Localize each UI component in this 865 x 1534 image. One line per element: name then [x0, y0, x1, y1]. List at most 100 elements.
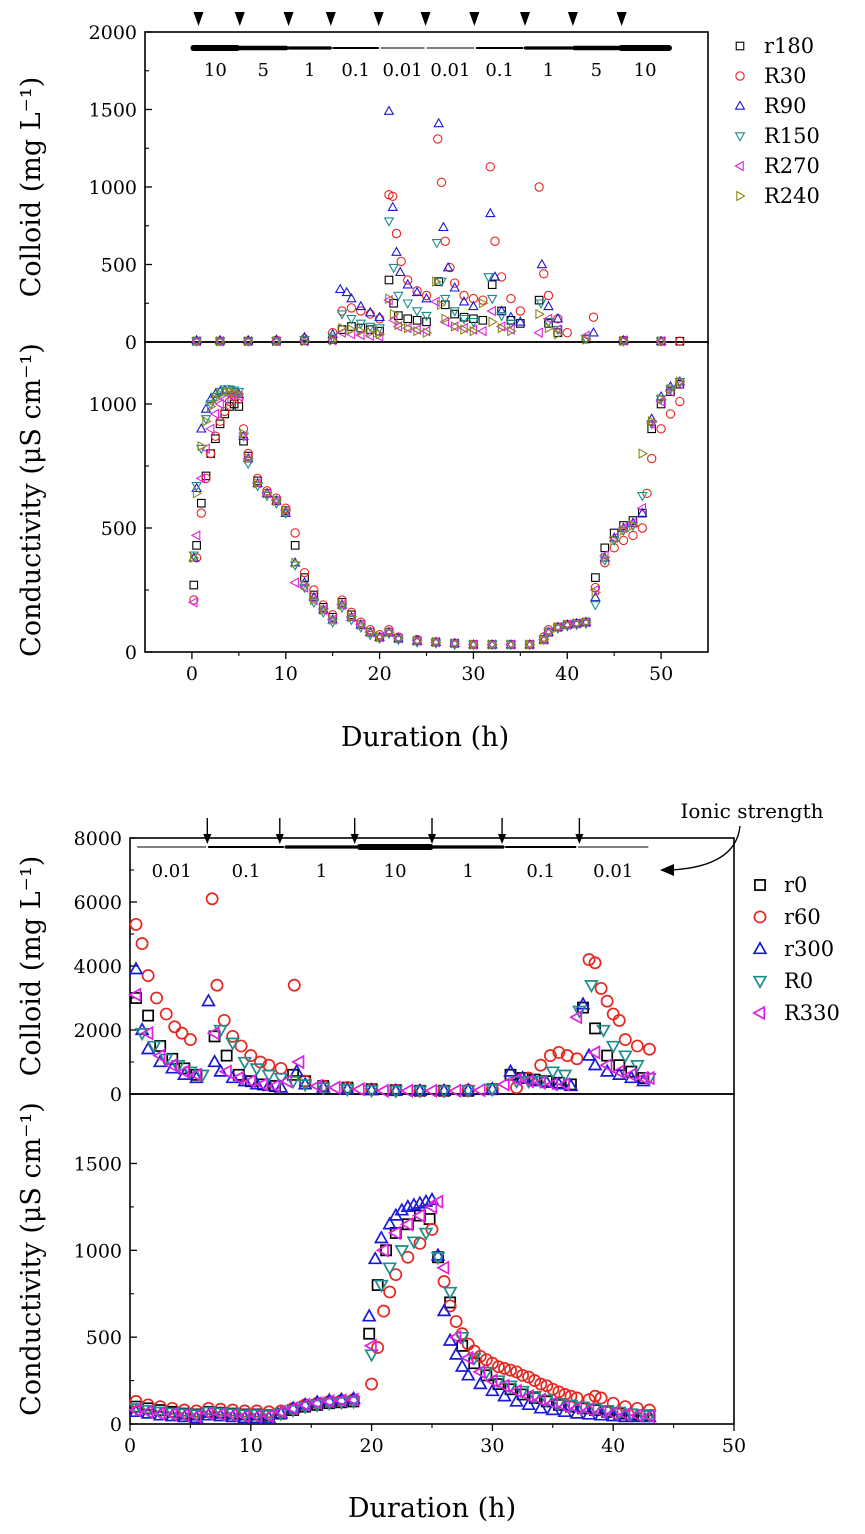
- data-point: [233, 391, 243, 402]
- data-point: [200, 1406, 214, 1421]
- bottom-xlabel: Duration (h): [348, 1493, 516, 1524]
- data-point: [170, 1060, 186, 1074]
- top-colloid-ylabel: Colloid (mg L⁻¹): [16, 77, 47, 297]
- data-point: [291, 557, 301, 569]
- data-point: [505, 640, 517, 651]
- data-point: [229, 399, 239, 409]
- bottom-chart-group: Colloid (mg L⁻¹) Conductivity (μS cm⁻¹) …: [16, 799, 824, 1524]
- data-point: [587, 1045, 601, 1060]
- data-point: [289, 577, 299, 588]
- data-point: [596, 1024, 611, 1038]
- data-point: [175, 1026, 189, 1040]
- data-point: [196, 508, 206, 518]
- data-point: [336, 310, 348, 320]
- data-point: [290, 528, 300, 538]
- data-point: [610, 535, 620, 546]
- ionic-strength-label: 0.1: [485, 60, 514, 81]
- top-xlabel: Duration (h): [341, 722, 509, 753]
- data-point: [486, 640, 498, 651]
- data-point: [628, 530, 638, 541]
- data-point: [299, 576, 310, 587]
- data-point: [298, 582, 309, 593]
- data-point: [675, 396, 685, 407]
- data-point: [554, 621, 564, 633]
- data-point: [242, 452, 254, 463]
- data-point: [243, 448, 253, 459]
- data-point: [128, 961, 144, 975]
- data-point: [580, 330, 590, 342]
- data-point: [230, 1070, 244, 1086]
- data-point: [647, 416, 658, 427]
- solution-change-arrow: [420, 12, 431, 26]
- legend-marker-r0: [754, 879, 766, 891]
- data-point: [674, 378, 684, 390]
- data-point: [291, 1054, 305, 1070]
- data-point: [503, 1063, 518, 1077]
- data-point: [454, 1331, 470, 1346]
- data-point: [412, 1085, 428, 1099]
- data-point: [488, 316, 498, 328]
- data-point: [298, 335, 309, 347]
- data-point: [436, 177, 447, 188]
- y-tick-label: 0: [125, 332, 137, 354]
- data-point: [467, 324, 478, 335]
- data-point: [605, 1040, 621, 1054]
- data-point: [642, 1410, 657, 1424]
- data-point: [655, 335, 665, 347]
- data-point: [637, 523, 648, 533]
- data-point: [581, 1406, 597, 1420]
- data-point: [503, 1380, 518, 1394]
- data-point: [374, 311, 385, 321]
- data-point: [310, 594, 320, 606]
- data-point: [361, 1308, 377, 1322]
- legend-label-R240: R240: [764, 184, 820, 208]
- data-point: [308, 594, 318, 606]
- data-point: [413, 635, 423, 647]
- data-point: [552, 621, 562, 633]
- data-point: [385, 293, 395, 304]
- data-point: [557, 1069, 573, 1083]
- data-point: [383, 217, 395, 227]
- data-point: [281, 505, 292, 516]
- data-point: [239, 436, 248, 446]
- series-R90: [188, 375, 686, 649]
- data-point: [383, 626, 395, 636]
- data-point: [273, 1405, 289, 1419]
- data-point: [300, 579, 311, 591]
- data-point: [388, 191, 398, 201]
- bottom-conductivity-plot: 0 500 1000 1500 0 10 20 30 40 50: [74, 1153, 746, 1457]
- data-point: [496, 1378, 510, 1394]
- data-point: [225, 402, 234, 411]
- data-point: [412, 315, 422, 325]
- data-point: [608, 532, 618, 544]
- y-tick-label: 0: [110, 1084, 122, 1106]
- data-point: [355, 329, 365, 341]
- data-point: [423, 1213, 436, 1225]
- data-point: [436, 1303, 452, 1317]
- data-point: [552, 1045, 566, 1059]
- top-chart-group: Colloid (mg L⁻¹) Conductivity (μS cm⁻¹) …: [16, 31, 709, 753]
- legend-marker-R240: [736, 190, 746, 202]
- data-point: [326, 335, 337, 346]
- data-point: [534, 182, 544, 192]
- data-point: [542, 313, 553, 325]
- data-point: [466, 1352, 482, 1366]
- data-point: [355, 300, 367, 311]
- ionic-strength-label: 10: [384, 861, 407, 882]
- data-point: [486, 305, 496, 317]
- data-point: [347, 611, 358, 623]
- data-point: [411, 286, 423, 297]
- data-point: [375, 1242, 389, 1258]
- data-point: [308, 591, 320, 602]
- data-point: [657, 335, 667, 347]
- data-point: [309, 585, 319, 595]
- data-point: [220, 386, 231, 397]
- data-point: [666, 383, 677, 395]
- data-point: [141, 1398, 155, 1412]
- series-r300: [128, 1191, 657, 1424]
- data-point: [448, 1083, 462, 1099]
- data-point: [334, 283, 346, 294]
- data-point: [317, 608, 329, 619]
- data-point: [424, 1199, 438, 1215]
- data-point: [279, 1073, 293, 1089]
